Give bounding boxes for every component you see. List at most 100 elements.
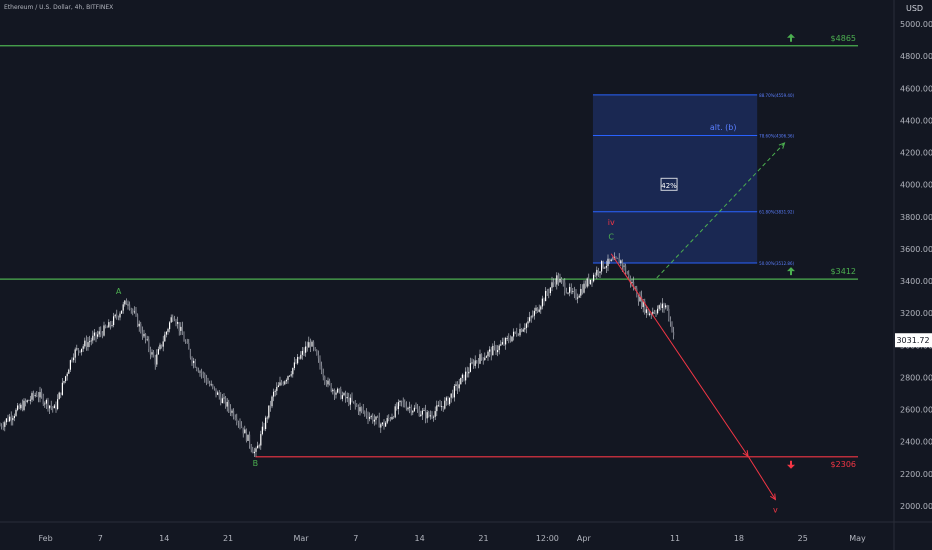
candle-body — [130, 309, 132, 310]
candle-body — [399, 400, 401, 403]
y-tick-label: 2600.00 — [900, 406, 932, 415]
candle-body — [607, 258, 609, 267]
candle-body — [393, 417, 395, 418]
candle-body — [445, 397, 447, 401]
candle-body — [633, 282, 635, 289]
x-tick-label: 14 — [415, 534, 425, 543]
candle-body — [436, 405, 438, 412]
projection-line — [610, 253, 749, 457]
candle-body — [404, 402, 406, 407]
candle-body — [141, 331, 143, 337]
candle-body — [477, 361, 479, 364]
candle-body — [111, 325, 113, 326]
candle-body — [533, 310, 535, 316]
candle-body — [205, 378, 207, 383]
candle-body — [151, 352, 153, 355]
candle-body — [370, 416, 372, 418]
level-lines: $4865 $3412 $2306 — [0, 33, 858, 469]
candle-body — [543, 298, 545, 302]
candle-body — [135, 311, 137, 315]
candle-body — [385, 422, 387, 427]
candle-body — [577, 297, 579, 299]
candle-body — [60, 392, 62, 395]
candle-body — [417, 408, 419, 410]
candle-body — [113, 316, 115, 326]
candle-body — [183, 334, 185, 342]
candle-body — [66, 373, 68, 377]
candle-body — [564, 282, 566, 292]
candle-body — [450, 393, 452, 398]
candle-body — [402, 401, 404, 403]
candle-body — [61, 382, 63, 395]
wave-label: C — [608, 232, 614, 241]
candle-body — [45, 399, 47, 404]
x-tick-label: 25 — [798, 534, 808, 543]
candle-body — [89, 341, 91, 343]
candle-body — [653, 311, 655, 313]
candle-body — [87, 342, 89, 347]
candle-body — [377, 416, 379, 418]
candle-body — [319, 358, 321, 366]
candle-body — [210, 384, 212, 386]
candle-body — [665, 305, 667, 308]
candle-body — [49, 405, 51, 409]
candle-body — [562, 280, 564, 283]
candle-body — [85, 340, 87, 347]
candle-body — [74, 349, 76, 358]
candle-body — [271, 396, 273, 407]
candle-body — [204, 373, 206, 379]
candle-body — [605, 266, 607, 268]
candle-body — [185, 341, 187, 343]
candle-body — [95, 332, 97, 337]
candle-body — [159, 344, 161, 350]
candle-body — [244, 429, 246, 434]
candle-body — [196, 367, 198, 370]
candle-body — [340, 388, 342, 399]
candle-body — [511, 336, 513, 342]
candle-body — [252, 449, 254, 454]
candle-body — [554, 282, 556, 285]
candle-body — [671, 322, 673, 333]
candle-body — [394, 406, 396, 418]
candle-body — [305, 346, 307, 353]
candle-body — [516, 332, 518, 336]
y-tick-label: 2200.00 — [900, 470, 932, 479]
candle-body — [173, 319, 175, 321]
candle-body — [277, 385, 279, 387]
candle-body — [535, 307, 537, 311]
candle-body — [303, 350, 305, 353]
candle-body — [540, 306, 542, 310]
candle-body — [557, 275, 559, 283]
x-tick-label: Mar — [293, 534, 309, 543]
candle-body — [314, 347, 316, 351]
candle-body — [541, 298, 543, 307]
projection-lines — [610, 142, 786, 501]
candle-body — [652, 311, 654, 314]
candle-body — [431, 415, 433, 417]
candle-body — [231, 410, 233, 413]
candle-body — [429, 415, 431, 417]
candle-body — [468, 371, 470, 374]
candle-body — [381, 422, 383, 425]
candle-body — [474, 360, 476, 366]
candle-body — [383, 422, 385, 427]
candle-body — [527, 321, 529, 324]
candle-body — [189, 349, 191, 358]
candle-body — [261, 426, 263, 435]
candle-body — [420, 414, 422, 417]
fib-retracement-box: 88.70%(4559.40) 78.60%(4306.36) 61.80%(383… — [592, 93, 795, 266]
candle-body — [193, 360, 195, 364]
candle-body — [229, 408, 231, 413]
candle-body — [444, 400, 446, 409]
candle-body — [623, 265, 625, 267]
candle-body — [76, 348, 78, 350]
candle-body — [505, 337, 507, 345]
candle-body — [423, 410, 425, 411]
candle-body — [253, 451, 255, 454]
candle-body — [615, 257, 617, 259]
candle-body — [508, 337, 510, 341]
candle-body — [269, 405, 271, 407]
x-tick-label: 12:00 — [536, 534, 559, 543]
candle-body — [31, 393, 33, 400]
